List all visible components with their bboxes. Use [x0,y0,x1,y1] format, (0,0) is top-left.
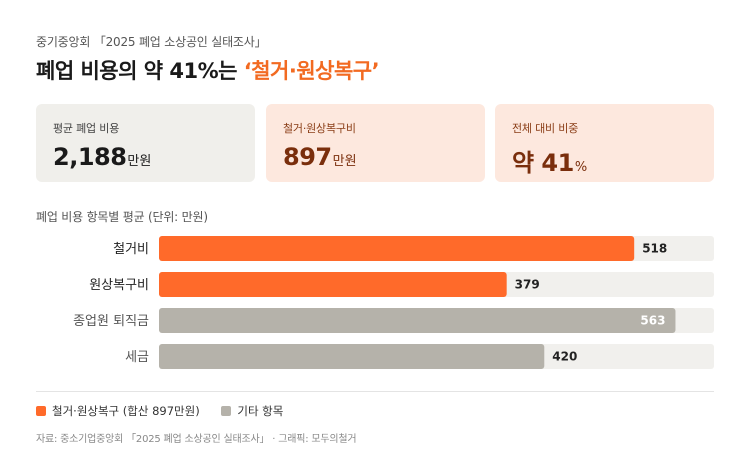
card-share: 전체 대비 비중 약 41% [495,104,714,182]
card-average-cost: 평균 폐업 비용 2,188만원 [36,104,255,182]
legend-label: 기타 항목 [237,404,284,418]
category-label: 종업원 퇴직금 [73,314,149,329]
card-unit: 만원 [332,154,357,169]
card-label: 평균 폐업 비용 [53,122,120,135]
legend-swatch [36,406,46,416]
source-line: 중기중앙회 「2025 폐업 소상공인 실태조사」 [36,35,267,49]
legend-label: 철거·원상복구 (합산 897만원) [52,404,200,418]
category-label: 철거비 [113,242,149,257]
card-value: 2,188 [53,143,127,171]
bar [159,236,635,261]
headline-highlight: ‘철거·원상복구’ [243,59,380,83]
data-label: 563 [640,314,665,328]
legend-item-highlight: 철거·원상복구 (합산 897만원) [36,403,200,419]
category-label: 세금 [125,350,149,365]
headline: 폐업 비용의 약 41%는 ‘철거·원상복구’ [36,55,380,85]
card-label: 철거·원상복구비 [283,122,356,135]
data-label: 518 [642,242,667,256]
headline-prefix: 폐업 비용의 약 41%는 [36,59,244,83]
bar [159,344,545,369]
divider [36,391,714,392]
card-unit: 만원 [127,154,152,169]
card-demolition-cost: 철거·원상복구비 897만원 [266,104,485,182]
bar [159,272,507,297]
chart-title: 폐업 비용 항목별 평균 (단위: 만원) [36,210,208,224]
card-unit: % [574,160,588,175]
bar [159,308,676,333]
summary-cards: 평균 폐업 비용 2,188만원 철거·원상복구비 897만원 전체 대비 비중… [36,104,714,182]
category-label: 원상복구비 [89,278,149,293]
data-label: 379 [515,278,540,292]
legend-item-other: 기타 항목 [221,403,283,419]
card-value: 897 [283,143,332,171]
legend: 철거·원상복구 (합산 897만원) 기타 항목 [36,403,301,419]
card-value: 약 41 [512,149,574,177]
legend-swatch [221,406,232,416]
footer-credit: 자료: 중소기업중앙회 「2025 폐업 소상공인 실태조사」 · 그래픽: 모… [36,434,357,445]
card-label: 전체 대비 비중 [512,122,579,135]
data-label: 420 [552,350,577,364]
bar-chart: 철거비 518 원상복구비 379 종업원 퇴직금 563 세금 420 [73,236,714,369]
